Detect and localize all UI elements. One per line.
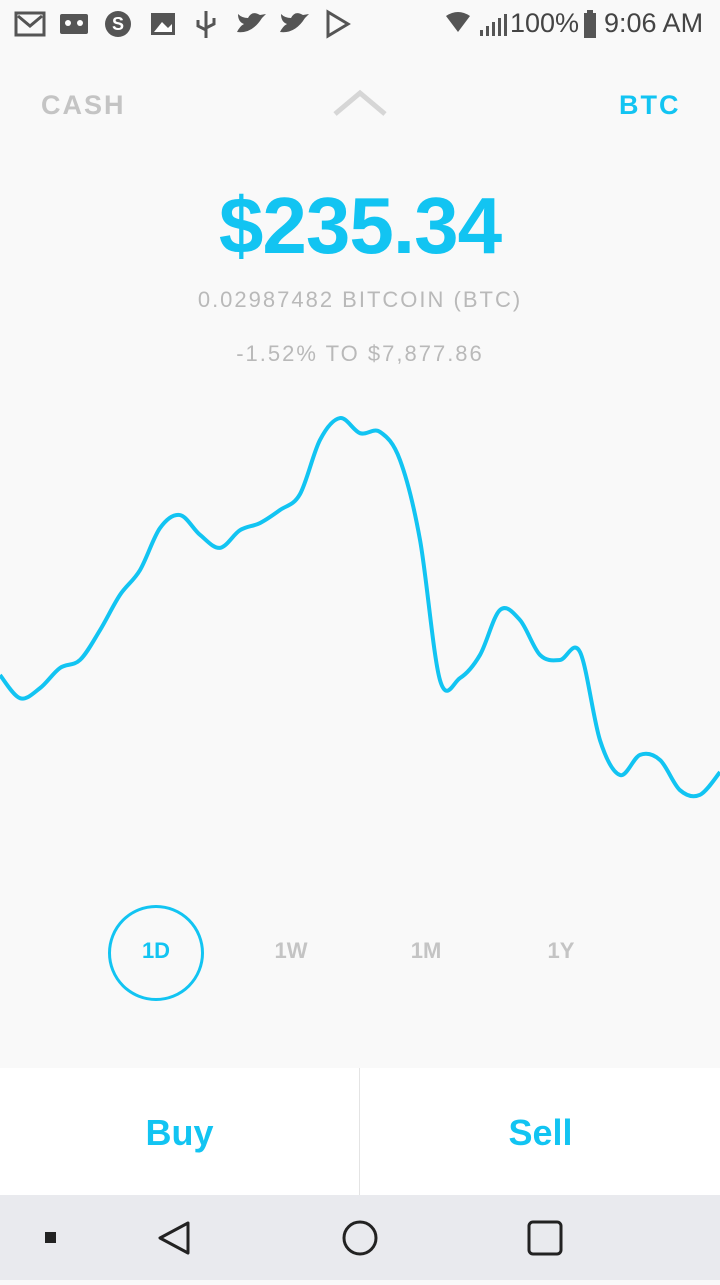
nav-buttons xyxy=(45,1220,563,1256)
range-option[interactable]: 1W xyxy=(274,938,308,963)
notification-icons: S xyxy=(14,9,351,39)
action-bar: Buy Sell xyxy=(0,1068,720,1195)
selected-range-ring xyxy=(108,905,204,1001)
btc-tab[interactable]: BTC xyxy=(619,90,681,120)
range-option[interactable]: 1D xyxy=(141,938,171,963)
sell-button[interactable]: Sell xyxy=(508,1112,573,1153)
collapse-chevron[interactable] xyxy=(330,88,390,120)
svg-text:S: S xyxy=(112,14,124,34)
battery-text: 100% xyxy=(510,8,580,38)
nav-bar xyxy=(0,1195,720,1280)
menu-button[interactable] xyxy=(45,1232,56,1243)
range-option[interactable]: 1Y xyxy=(547,938,575,963)
price-line xyxy=(0,416,720,799)
recents-button[interactable] xyxy=(527,1220,563,1256)
back-button[interactable] xyxy=(158,1221,190,1255)
battery-icon xyxy=(584,10,596,38)
divider xyxy=(359,1068,360,1195)
cash-tab[interactable]: CASH xyxy=(41,90,126,120)
clock: 9:06 AM xyxy=(604,8,704,38)
price-chart xyxy=(0,416,720,799)
balance-amount: $235.34 xyxy=(218,181,502,270)
range-option[interactable]: 1M xyxy=(410,938,442,963)
signal-icons xyxy=(446,12,507,36)
price-change: -1.52% TO $7,877.86 xyxy=(236,341,484,366)
buy-button[interactable]: Buy xyxy=(145,1112,214,1153)
holdings: 0.02987482 BITCOIN (BTC) xyxy=(197,287,523,312)
status-bar: S 100% 9:06 AM xyxy=(0,0,720,50)
home-button[interactable] xyxy=(342,1220,378,1256)
